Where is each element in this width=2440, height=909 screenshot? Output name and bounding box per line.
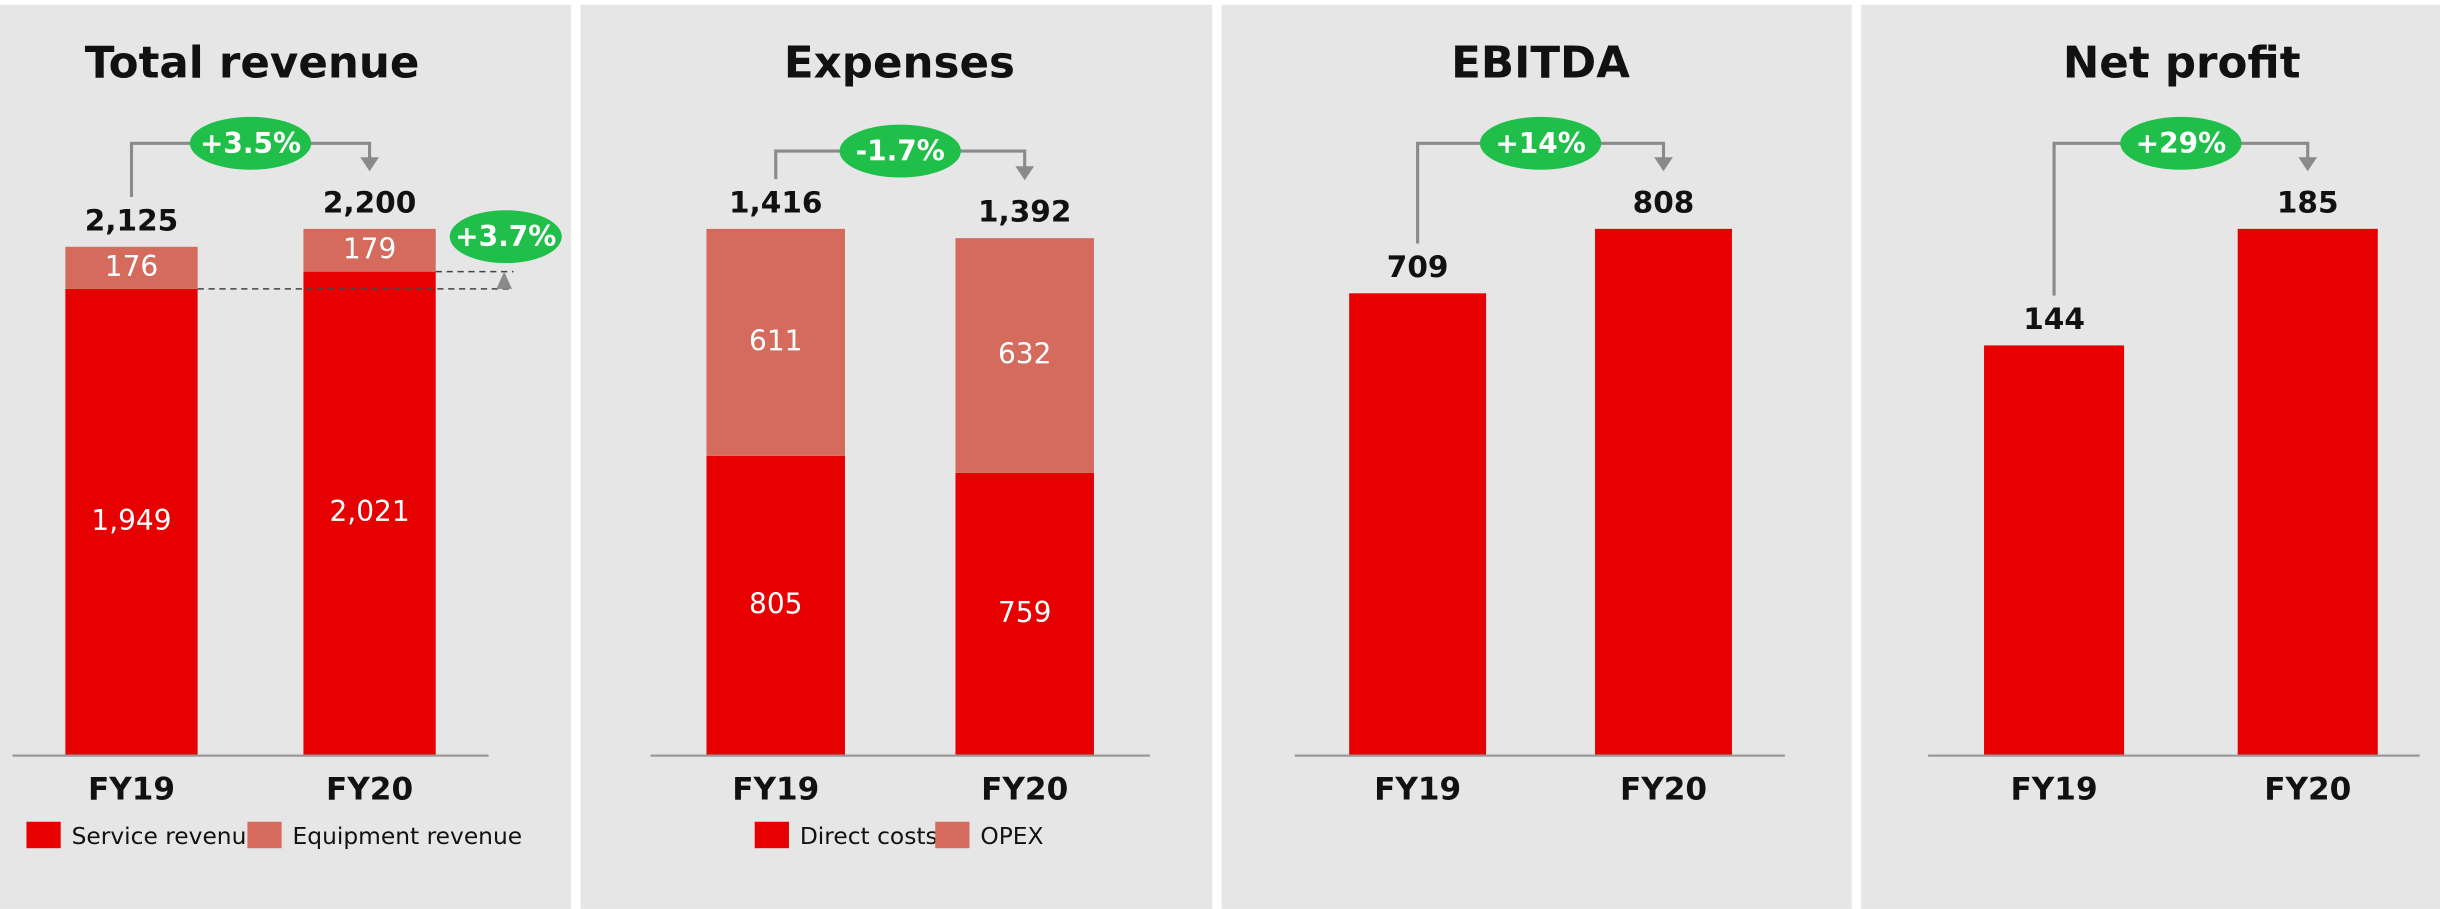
segment-label: 1,949 — [91, 504, 171, 537]
segment-label: 805 — [749, 587, 802, 620]
bar-segment — [65, 246, 198, 289]
x-tick-label: FY19 — [732, 772, 819, 808]
growth-label: +29% — [2136, 127, 2226, 160]
bar — [1984, 345, 2125, 755]
value-label: 709 — [1387, 250, 1449, 284]
arrow-head — [2298, 157, 2318, 172]
total-label: 2,125 — [85, 203, 178, 237]
bar-segment — [706, 455, 845, 755]
growth-badge — [449, 210, 562, 264]
bar-segment — [955, 472, 1094, 755]
bar — [1349, 293, 1487, 755]
chart-title: Expenses — [784, 38, 1015, 88]
value-label: 808 — [1633, 185, 1695, 219]
x-tick-label: FY20 — [1620, 772, 1707, 808]
bar-segment — [955, 238, 1094, 473]
segment-label: 179 — [343, 232, 396, 265]
x-tick-label: FY20 — [2264, 772, 2351, 808]
arrow-head — [360, 157, 379, 172]
legend-label: Service revenue — [72, 822, 261, 850]
legend-swatch — [754, 821, 789, 849]
growth-label: +14% — [1495, 127, 1585, 160]
value-label: 185 — [2277, 185, 2339, 219]
growth-badge — [1479, 116, 1602, 170]
total-label: 1,416 — [729, 185, 822, 219]
bar — [2237, 228, 2378, 755]
x-tick-label: FY20 — [326, 772, 413, 808]
bar-segment — [303, 271, 436, 755]
growth-badge — [839, 124, 961, 178]
chart-title: EBITDA — [1451, 38, 1630, 88]
x-tick-label: FY19 — [2011, 772, 2098, 808]
growth-badge — [2120, 116, 2242, 170]
segment-label: 632 — [998, 338, 1051, 371]
chart-title: Net profit — [2063, 38, 2301, 88]
bar-segment — [706, 228, 845, 456]
arrow-head — [1015, 166, 1035, 181]
x-tick-label: FY19 — [1374, 772, 1461, 808]
arrow-head — [496, 271, 512, 289]
x-tick-label: FY19 — [88, 772, 175, 808]
growth-label: +3.5% — [200, 127, 301, 160]
bar — [1595, 228, 1732, 755]
growth-label: +3.7% — [455, 220, 556, 253]
segment-label: 2,021 — [329, 495, 409, 528]
growth-label: -1.7% — [856, 135, 945, 168]
segment-label: 759 — [998, 596, 1051, 629]
arrow-head — [1654, 157, 1673, 172]
chart-title: Total revenue — [85, 38, 420, 88]
legend-label: Direct costs — [800, 822, 938, 850]
value-label: 144 — [2023, 302, 2085, 336]
segment-label: 176 — [105, 250, 158, 283]
segment-label: 611 — [749, 324, 802, 357]
total-label: 1,392 — [978, 194, 1071, 228]
total-label: 2,200 — [323, 185, 416, 219]
bar-segment — [65, 288, 198, 755]
legend-label: OPEX — [980, 822, 1043, 850]
legend-label: Equipment revenue — [293, 822, 523, 850]
x-tick-label: FY20 — [981, 772, 1068, 808]
legend-swatch — [935, 821, 970, 849]
growth-badge — [189, 116, 312, 170]
legend-swatch — [26, 821, 61, 849]
bar-segment — [303, 228, 436, 272]
legend-swatch — [247, 821, 282, 849]
